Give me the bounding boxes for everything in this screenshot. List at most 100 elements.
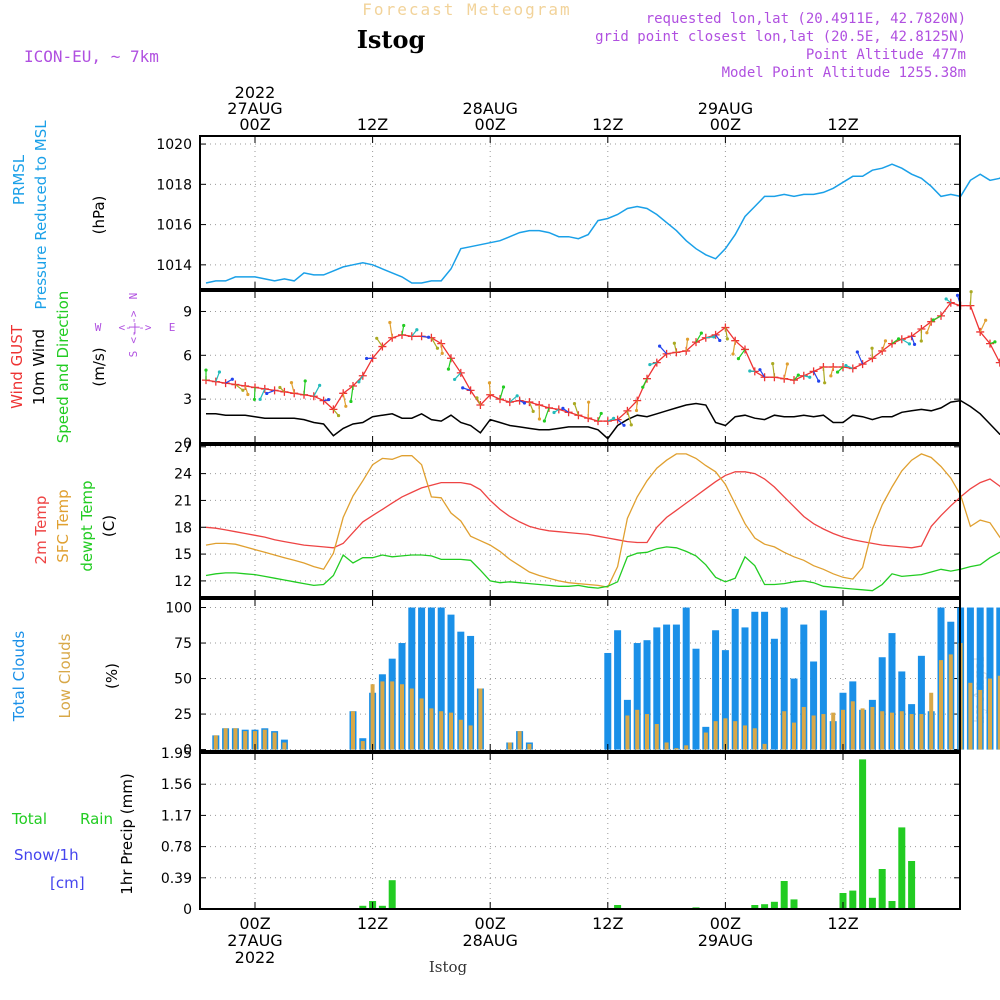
wind-arrow-head [785, 362, 789, 366]
total-cloud-bar [898, 671, 906, 750]
top-time-label: 29AUG [698, 99, 753, 118]
wind-arrow-head [440, 351, 444, 355]
low-cloud-bar [978, 689, 983, 750]
rain-bar [614, 905, 622, 909]
wind-arrow-head [835, 370, 840, 374]
rain-bar [751, 905, 759, 909]
low-cloud-bar [801, 706, 806, 750]
wind-arrow-head [326, 397, 331, 402]
wind-arrow [376, 337, 383, 347]
wind-arrow [732, 340, 736, 355]
temp-panel-labels: 2m Temp SFC Temp dewpt Temp (C) [32, 480, 118, 571]
wind-arrow-head [844, 363, 848, 368]
bottom-time-label: 12Z [592, 914, 623, 933]
low-cloud-bar [645, 714, 649, 750]
wind-arrow-head [829, 374, 833, 378]
bottom-time-label: 12Z [827, 914, 858, 933]
total-cloud-bar [457, 631, 465, 750]
total-cloud-bar [966, 607, 974, 750]
rain-bar [898, 827, 906, 909]
y-tick-label: 0.78 [161, 840, 192, 856]
wind-arrow [783, 363, 788, 379]
pressure-panel: 1014 1016 1018 1020 [156, 135, 1000, 290]
total-cloud-bar [810, 661, 818, 750]
wind-arrow-head [572, 402, 577, 406]
low-cloud-bar [860, 708, 865, 750]
y-tick-label: 27 [174, 440, 192, 456]
total-cloud-bar [888, 633, 896, 750]
total-cloud-bar [800, 624, 808, 750]
wind-arrow-head [731, 352, 735, 356]
top-time-label: 27AUG [227, 99, 282, 118]
compass-east: E [169, 321, 176, 334]
total-cloud-bar [663, 624, 671, 750]
low-cloud-bar [792, 722, 796, 750]
wind-arrow-head [446, 367, 451, 371]
bottom-time-label: 29AUG [698, 931, 753, 950]
total-cloud-bar [692, 648, 700, 750]
temp-unit-label: (C) [100, 515, 118, 537]
wind-arrow-head [204, 368, 208, 372]
wind-arrow-head [230, 377, 234, 381]
gust-line [205, 301, 1000, 422]
wind-arrow-head [587, 400, 591, 404]
gust-marker [290, 389, 299, 398]
low-cloud-bar [743, 725, 747, 750]
wind-arrow [979, 319, 987, 333]
wind-arrow-head [672, 341, 676, 345]
wind-arrow-head [336, 413, 341, 418]
y-tick-label: 25 [174, 707, 192, 723]
total-cloud-bar [976, 607, 984, 750]
low-cloud-bar [458, 719, 463, 750]
wind-arrow-head [542, 419, 547, 423]
wind-arrow-head [375, 336, 379, 340]
total-cloud-bar [467, 635, 475, 750]
total-cloud-bar [878, 657, 886, 750]
compass-vertical-arrow: <-|-> [127, 310, 140, 343]
wind-arrow [430, 337, 438, 349]
wind-arrow-head [531, 409, 535, 414]
precip-unit-label: 1hr Precip (mm) [118, 773, 136, 894]
total-cloud-bar [780, 607, 788, 750]
wind-arrow-head [685, 337, 690, 341]
low-cloud-bar [723, 718, 728, 750]
y-tick-label: 15 [174, 547, 192, 563]
panel-border [199, 444, 961, 598]
wind-arrow-head [599, 411, 603, 416]
wind-arrow-head [648, 362, 652, 367]
low-cloud-bar [890, 712, 894, 750]
gust-marker [309, 392, 318, 401]
total-cloud-bar [819, 610, 827, 750]
compass-rose: N <-|-> S W <-|-> E [95, 293, 176, 358]
wind-arrow [509, 395, 518, 403]
wind-arrow-head [944, 297, 948, 301]
wind-arrow-head [241, 388, 245, 392]
total-cloud-bar [790, 678, 798, 750]
low-cloud-bar [831, 712, 836, 750]
wind-arrow-head [522, 401, 527, 405]
y-tick-label: 6 [183, 348, 192, 364]
chart-title: Forecast Meteogram [362, 0, 571, 19]
wind-arrow-head [252, 397, 257, 402]
gust-marker [594, 417, 602, 426]
wind-arrow [856, 351, 864, 365]
bottom-time-label: 00Z [710, 914, 741, 933]
bottom-time-label: 2022 [235, 948, 276, 967]
bottom-time-label: 27AUG [227, 931, 282, 950]
wind-arrow [626, 410, 632, 426]
low-cloud-bar [390, 681, 395, 750]
total-cloud-bar [427, 607, 435, 750]
low-cloud-bar [919, 714, 924, 750]
wind-panel: 0 3 6 9 [183, 290, 1000, 452]
pressure-unit-label: (hPa) [90, 196, 108, 235]
low-cloud-bar [703, 732, 708, 750]
wind-arrow-head [817, 379, 821, 383]
low-cloud-bar [625, 715, 630, 750]
rain-bar [770, 901, 778, 909]
wind-arrow [389, 322, 393, 338]
low-cloud-bar [899, 711, 904, 750]
wind-arrow [813, 371, 820, 382]
low-cloud-bar [821, 714, 826, 750]
gust-marker [505, 398, 514, 407]
